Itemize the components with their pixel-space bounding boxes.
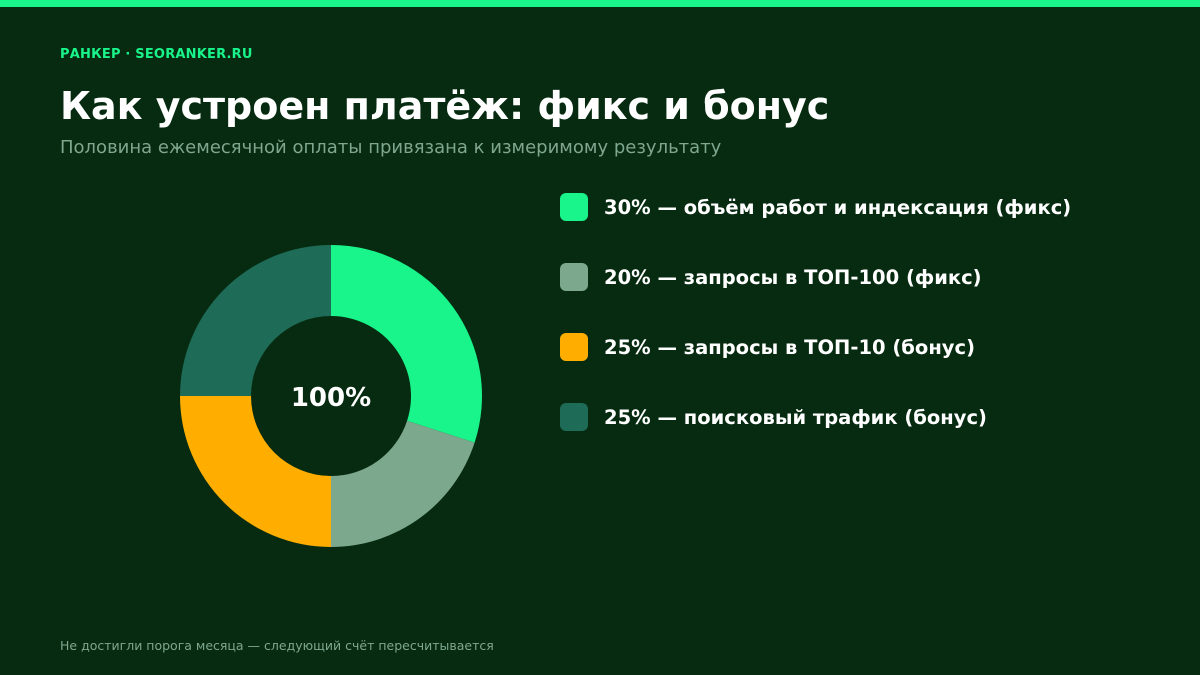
- legend-label: 25% — поисковый трафик (бонус): [604, 406, 987, 429]
- legend-item: 20% — запросы в ТОП-100 (фикс): [560, 263, 1180, 333]
- chart-title: Как устроен платёж: фикс и бонус: [60, 84, 830, 128]
- legend-label: 25% — запросы в ТОП-10 (бонус): [604, 336, 975, 359]
- legend-item: 30% — объём работ и индексация (фикс): [560, 193, 1180, 263]
- donut-chart: 100%: [180, 245, 482, 547]
- legend-label: 30% — объём работ и индексация (фикс): [604, 196, 1072, 219]
- chart-legend: 30% — объём работ и индексация (фикс) 20%…: [560, 193, 1180, 473]
- legend-swatch: [560, 403, 588, 431]
- legend-swatch: [560, 333, 588, 361]
- top-accent-bar: [0, 0, 1200, 7]
- donut-slice-4: [180, 245, 331, 396]
- brand-label: РАНКЕР · SEORANKER.RU: [60, 47, 253, 62]
- legend-swatch: [560, 263, 588, 291]
- donut-center-label: 100%: [291, 383, 371, 413]
- legend-swatch: [560, 193, 588, 221]
- donut-slice-2: [331, 420, 475, 547]
- chart-subtitle: Половина ежемесячной оплаты привязана к …: [60, 137, 722, 158]
- donut-slice-1: [331, 245, 482, 443]
- footer-note: Не достигли порога месяца — следующий сч…: [60, 638, 494, 653]
- legend-item: 25% — поисковый трафик (бонус): [560, 403, 1180, 473]
- donut-slice-3: [180, 396, 331, 547]
- legend-label: 20% — запросы в ТОП-100 (фикс): [604, 266, 982, 289]
- legend-item: 25% — запросы в ТОП-10 (бонус): [560, 333, 1180, 403]
